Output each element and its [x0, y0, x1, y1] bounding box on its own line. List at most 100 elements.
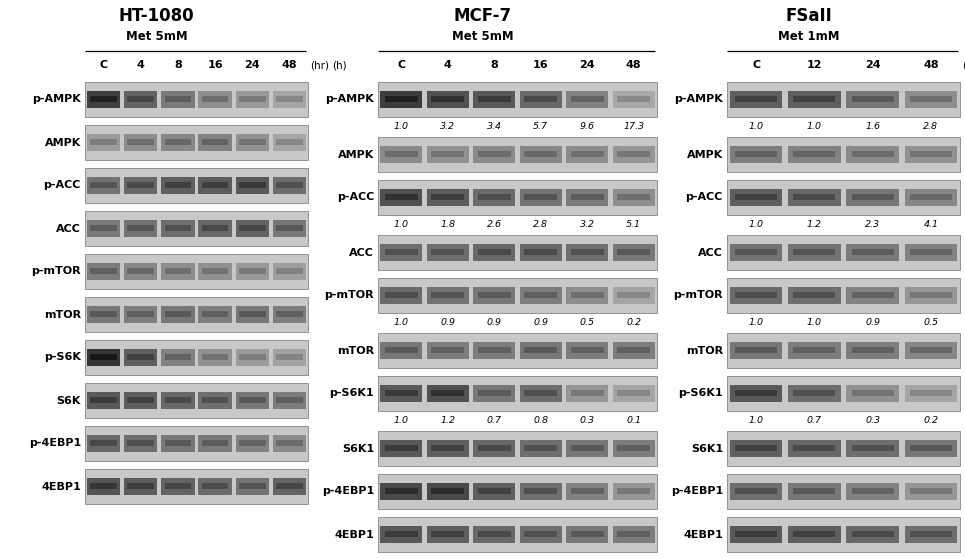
Bar [161, 478, 195, 496]
Bar [127, 483, 154, 489]
Bar [613, 91, 654, 108]
Text: 0.2: 0.2 [924, 416, 938, 425]
Bar [852, 531, 894, 537]
Bar [235, 220, 269, 237]
Bar [566, 385, 608, 402]
Bar [788, 91, 841, 108]
Bar [276, 225, 303, 231]
Bar [276, 397, 303, 403]
Bar [793, 96, 836, 102]
Bar [90, 96, 117, 102]
Bar [85, 82, 308, 117]
Bar [199, 478, 232, 496]
Bar [613, 440, 654, 457]
Bar [273, 478, 306, 496]
Bar [127, 397, 154, 403]
Bar [90, 354, 117, 360]
Bar [87, 134, 121, 151]
Bar [165, 96, 191, 102]
Bar [235, 392, 269, 409]
Text: 0.1: 0.1 [626, 416, 642, 425]
Bar [617, 347, 650, 353]
Text: 4: 4 [137, 60, 145, 70]
Bar [520, 385, 562, 402]
Text: AMPK: AMPK [687, 150, 723, 160]
Bar [90, 182, 117, 188]
Bar [87, 220, 121, 237]
Bar [431, 249, 464, 255]
Bar [127, 354, 154, 360]
Bar [617, 151, 650, 157]
Bar [87, 91, 121, 108]
Bar [161, 91, 195, 108]
Text: 1.6: 1.6 [866, 122, 880, 131]
Text: p-mTOR: p-mTOR [324, 291, 374, 301]
Text: 1.0: 1.0 [394, 220, 409, 229]
Text: 0.8: 0.8 [534, 416, 548, 425]
Bar [727, 333, 960, 368]
Bar [87, 478, 121, 496]
Text: 4EBP1: 4EBP1 [41, 482, 81, 492]
Bar [617, 445, 650, 451]
Bar [570, 347, 604, 353]
Bar [524, 445, 558, 451]
Bar [570, 194, 604, 200]
Bar [276, 483, 303, 489]
Bar [520, 287, 562, 304]
Text: p-ACC: p-ACC [43, 180, 81, 190]
Text: HT-1080: HT-1080 [119, 7, 194, 25]
Bar [380, 287, 422, 304]
Bar [735, 151, 777, 157]
Bar [846, 526, 898, 543]
Text: 0.3: 0.3 [866, 416, 880, 425]
Bar [235, 435, 269, 452]
Bar [730, 91, 783, 108]
Text: p-AMPK: p-AMPK [675, 94, 723, 104]
Text: p-S6K1: p-S6K1 [329, 388, 374, 398]
Bar [788, 385, 841, 402]
Bar [478, 445, 511, 451]
Bar [730, 483, 783, 501]
Bar [202, 182, 229, 188]
Bar [165, 139, 191, 145]
Bar [852, 488, 894, 494]
Bar [520, 526, 562, 543]
Bar [85, 297, 308, 332]
Bar [473, 146, 515, 163]
Bar [617, 194, 650, 200]
Bar [202, 96, 229, 102]
Text: 0.9: 0.9 [534, 318, 548, 327]
Bar [87, 392, 121, 409]
Bar [202, 139, 229, 145]
Bar [613, 189, 654, 206]
Bar [127, 182, 154, 188]
Bar [617, 96, 650, 102]
Text: 1.2: 1.2 [807, 220, 822, 229]
Bar [566, 440, 608, 457]
Text: 24: 24 [244, 60, 260, 70]
Bar [473, 440, 515, 457]
Bar [165, 268, 191, 274]
Bar [852, 151, 894, 157]
Bar [384, 445, 418, 451]
Bar [239, 96, 265, 102]
Bar [524, 194, 558, 200]
Bar [124, 177, 157, 194]
Bar [730, 526, 783, 543]
Bar [276, 96, 303, 102]
Bar [384, 292, 418, 298]
Bar [846, 483, 898, 501]
Text: S6K: S6K [57, 396, 81, 406]
Bar [846, 244, 898, 261]
Bar [165, 483, 191, 489]
Bar [570, 96, 604, 102]
Bar [87, 306, 121, 323]
Bar [478, 151, 511, 157]
Bar [617, 390, 650, 396]
Text: Met 1mM: Met 1mM [778, 30, 840, 42]
Bar [127, 311, 154, 317]
Bar [520, 440, 562, 457]
Bar [566, 341, 608, 359]
Bar [431, 96, 464, 102]
Text: AMPK: AMPK [338, 150, 374, 160]
